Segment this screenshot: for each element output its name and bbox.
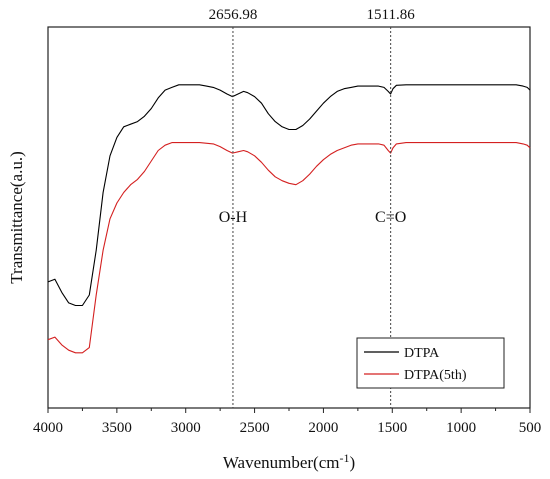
peak-value-label: 1511.86 [367, 7, 416, 23]
peak-annotation: O-H [219, 209, 248, 226]
x-tick-label: 1000 [446, 420, 476, 436]
x-tick-label: 3500 [102, 420, 132, 436]
x-axis-title-tail: ) [349, 453, 355, 472]
x-tick-label: 2500 [240, 420, 270, 436]
legend-label: DTPA(5th) [404, 368, 467, 383]
x-tick-label: 4000 [33, 420, 63, 436]
peak-annotation: C=O [375, 209, 406, 226]
x-tick-label: 3000 [171, 420, 201, 436]
x-axis-title: Wavenumber(cm-1) [223, 451, 355, 472]
x-tick-label: 500 [519, 420, 542, 436]
x-axis-title-main: Wavenumber(cm [223, 453, 340, 472]
y-axis-title: Transmittance(a.u.) [7, 151, 26, 284]
x-axis-title-superscript: -1 [339, 451, 349, 465]
peak-value-label: 2656.98 [209, 7, 258, 23]
series-line-dtpa [47, 84, 531, 307]
series-line-dtpa-5th [47, 142, 531, 354]
x-tick-label: 1500 [377, 420, 407, 436]
legend-label: DTPA [404, 346, 440, 361]
x-tick-label: 2000 [308, 420, 338, 436]
legend-box [356, 337, 505, 389]
